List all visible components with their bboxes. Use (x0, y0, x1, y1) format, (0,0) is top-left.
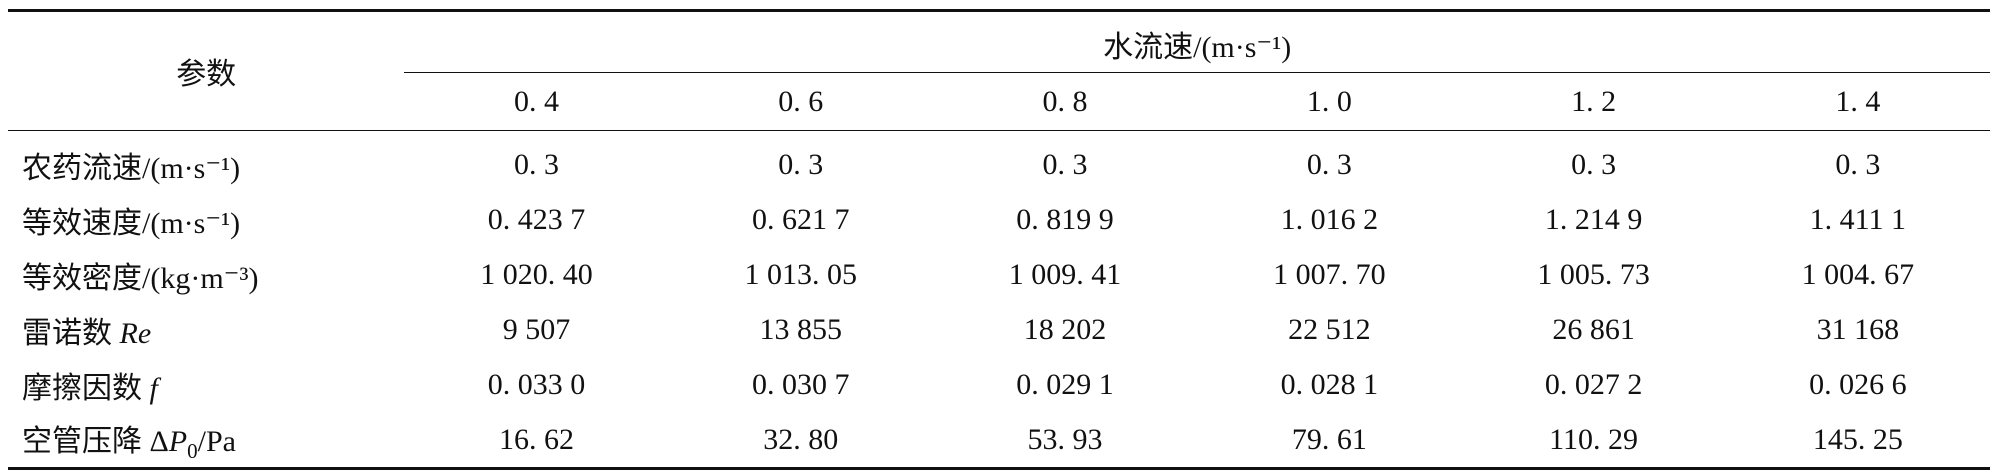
table-cell: 0. 3 (514, 147, 560, 181)
table-row-equivalent-density: 等效密度/(kg·m⁻³) 1 020. 40 1 013. 05 1 009.… (8, 247, 1990, 302)
pressure-subscript: 0 (187, 438, 198, 463)
table-cell: 1. 214 9 (1544, 202, 1643, 236)
parameter-table-container: 参数 水流速/(m·s⁻¹) 0. 4 0. 6 0. 8 1. 0 1. 2 … (8, 9, 1990, 470)
table-row-friction-factor: 摩擦因数 f 0. 033 0 0. 030 7 0. 029 1 0. 028… (8, 357, 1990, 412)
row-label-equivalent-speed: 等效速度/(m·s⁻¹) (22, 206, 241, 240)
table-row-reynolds-number: 雷诺数 Re 9 507 13 855 18 202 22 512 26 861… (8, 302, 1990, 357)
table-cell: 0. 029 1 (1016, 367, 1114, 401)
row-label-friction-factor: 摩擦因数 f (8, 357, 404, 412)
table-cell: 1 013. 05 (744, 257, 858, 291)
table-cell: 0. 423 7 (487, 202, 586, 236)
table-cell: 1 005. 73 (1537, 257, 1650, 291)
table-cell: 0. 030 7 (752, 367, 850, 401)
table-cell: 9 507 (502, 312, 571, 346)
speed-column-header: 0. 4 (404, 72, 669, 131)
table-header: 参数 水流速/(m·s⁻¹) 0. 4 0. 6 0. 8 1. 0 1. 2 … (8, 10, 1990, 131)
param-column-header: 参数 (8, 10, 405, 131)
flow-parameters-table: 参数 水流速/(m·s⁻¹) 0. 4 0. 6 0. 8 1. 0 1. 2 … (8, 9, 1990, 470)
table-cell: 1 004. 67 (1801, 257, 1915, 291)
table-cell: 0. 3 (1835, 147, 1881, 181)
table-cell: 13 855 (759, 312, 843, 346)
speed-column-header: 1. 4 (1725, 72, 1990, 131)
pressure-symbol: P (168, 424, 188, 458)
row-label-text: 摩擦因数 (22, 371, 150, 405)
table-body: 农药流速/(m·s⁻¹) 0. 3 0. 3 0. 3 0. 3 0. 3 0.… (8, 131, 1990, 469)
row-label-equivalent-density: 等效密度/(kg·m⁻³) (22, 261, 259, 295)
table-cell: 1 009. 41 (1008, 257, 1122, 291)
table-cell: 0. 028 1 (1280, 367, 1379, 401)
row-label-reynolds-number: 雷诺数 Re (8, 302, 404, 357)
table-cell: 0. 027 2 (1544, 367, 1643, 401)
table-cell: 0. 819 9 (1016, 202, 1114, 236)
table-cell: 79. 61 (1291, 422, 1367, 456)
header-row-speeds: 0. 4 0. 6 0. 8 1. 0 1. 2 1. 4 (8, 72, 1990, 131)
speed-column-header: 1. 2 (1461, 72, 1726, 131)
table-cell: 22 512 (1288, 312, 1371, 346)
table-cell: 0. 3 (1571, 147, 1617, 181)
header-row-group: 参数 水流速/(m·s⁻¹) (8, 10, 1990, 131)
table-cell: 0. 033 0 (487, 367, 586, 401)
table-cell: 0. 026 6 (1809, 367, 1907, 401)
table-cell: 0. 621 7 (752, 202, 850, 236)
table-cell: 1. 016 2 (1280, 202, 1379, 236)
table-cell: 0. 3 (1306, 147, 1352, 181)
table-cell: 16. 62 (499, 422, 575, 456)
table-cell: 31 168 (1816, 312, 1900, 346)
table-cell: 145. 25 (1812, 422, 1903, 456)
speed-column-header: 1. 0 (1197, 72, 1462, 131)
table-cell: 1 007. 70 (1273, 257, 1386, 291)
table-cell: 1. 411 1 (1809, 202, 1907, 236)
table-cell: 0. 3 (1042, 147, 1088, 181)
row-label-pressure-drop: 空管压降 ΔP0/Pa (8, 412, 404, 469)
table-cell: 0. 3 (778, 147, 824, 181)
table-row-equivalent-speed: 等效速度/(m·s⁻¹) 0. 423 7 0. 621 7 0. 819 9 … (8, 192, 1990, 247)
water-speed-group-header: 水流速/(m·s⁻¹) (404, 10, 1990, 73)
row-label-text: 空管压降 Δ (22, 424, 169, 458)
pressure-unit: /Pa (197, 424, 236, 458)
reynolds-symbol: Re (119, 316, 152, 350)
speed-column-header: 0. 6 (668, 72, 933, 131)
table-cell: 26 861 (1552, 312, 1635, 346)
table-row-empty-pipe-pressure-drop: 空管压降 ΔP0/Pa 16. 62 32. 80 53. 93 79. 61 … (8, 412, 1990, 469)
speed-column-header: 0. 8 (932, 72, 1198, 131)
table-cell: 110. 29 (1549, 422, 1639, 456)
table-cell: 53. 93 (1027, 422, 1103, 456)
table-cell: 32. 80 (763, 422, 839, 456)
table-row-pesticide-speed: 农药流速/(m·s⁻¹) 0. 3 0. 3 0. 3 0. 3 0. 3 0.… (8, 131, 1990, 193)
table-cell: 1 020. 40 (480, 257, 593, 291)
row-label-text: 雷诺数 (22, 316, 120, 350)
friction-symbol: f (149, 371, 158, 405)
table-cell: 18 202 (1023, 312, 1107, 346)
row-label-pesticide-speed: 农药流速/(m·s⁻¹) (22, 151, 241, 185)
